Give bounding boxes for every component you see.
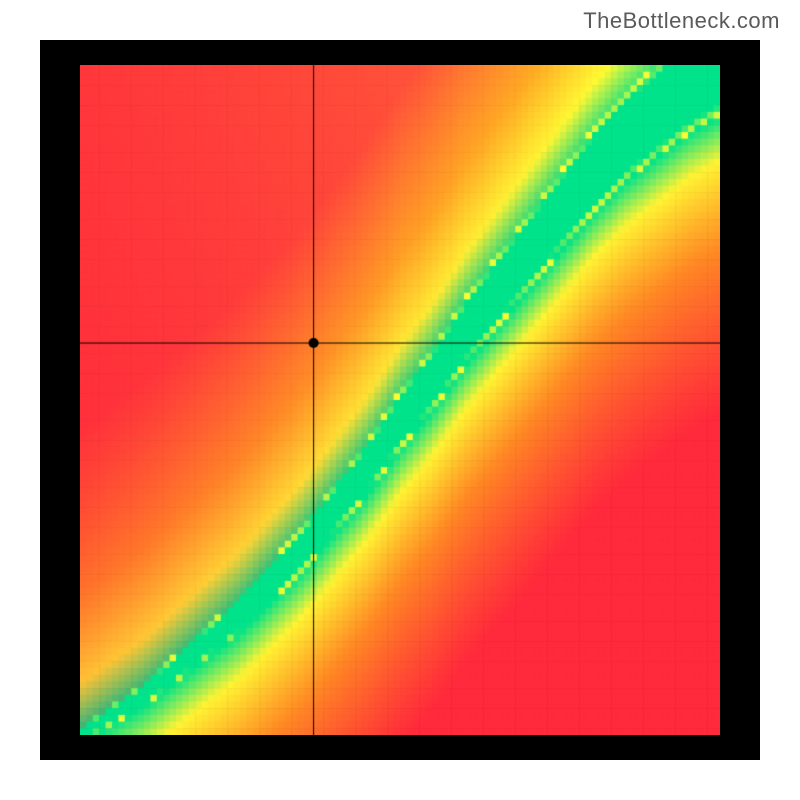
watermark: TheBottleneck.com — [583, 8, 780, 34]
heatmap-plot — [80, 65, 720, 735]
heatmap-canvas — [80, 65, 720, 735]
chart-frame — [40, 40, 760, 760]
